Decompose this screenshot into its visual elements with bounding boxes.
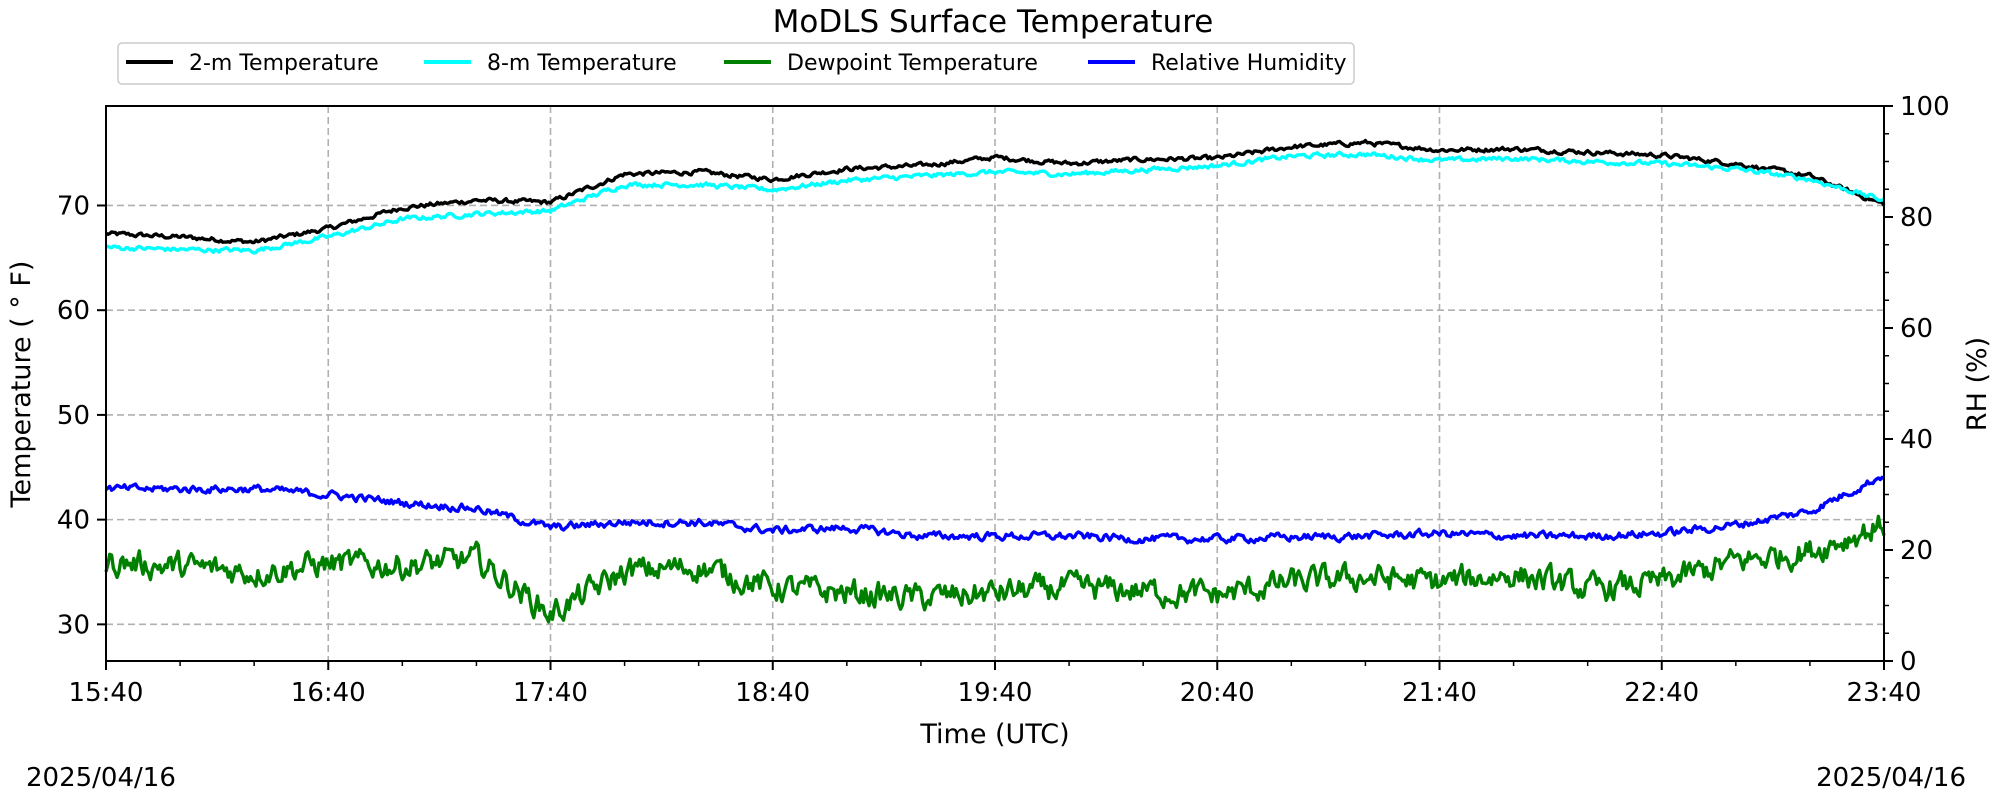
x-tick-label: 21:40 xyxy=(1402,678,1477,708)
legend-label: 8-m Temperature xyxy=(487,51,677,76)
chart-title: MoDLS Surface Temperature xyxy=(773,4,1214,40)
y-axis-left: 30 40 50 60 70 xyxy=(57,191,106,640)
series-line-1 xyxy=(105,150,1885,255)
series-line-3 xyxy=(104,475,1885,545)
grid xyxy=(106,106,1884,661)
x-tick-label: 22:40 xyxy=(1624,678,1699,708)
y-right-tick-label: 40 xyxy=(1900,425,1933,455)
date-left: 2025/04/16 xyxy=(26,763,176,793)
legend: 2-m Temperature 8-m Temperature Dewpoint T… xyxy=(117,42,1355,85)
y-right-tick-label: 0 xyxy=(1900,647,1917,677)
y-axis-label: Temperature ( ° F) xyxy=(6,261,37,509)
y-tick-label: 30 xyxy=(57,610,90,640)
legend-label: 2-m Temperature xyxy=(189,51,379,76)
x-tick-label: 17:40 xyxy=(513,678,588,708)
x-tick-label: 15:40 xyxy=(69,678,144,708)
y-axis-right-label: RH (%) xyxy=(1962,337,1993,431)
y-right-tick-label: 60 xyxy=(1900,314,1933,344)
x-axis: 15:40 16:40 17:40 18:40 19:40 20:40 21:40 22:40… xyxy=(69,661,1922,708)
series-layer xyxy=(104,138,1886,624)
x-axis-label: Time (UTC) xyxy=(919,719,1069,750)
x-tick-label: 16:40 xyxy=(291,678,366,708)
series-line-2 xyxy=(104,514,1886,624)
y-axis-right: 0 20 40 60 80 100 xyxy=(1884,92,1950,677)
y-tick-label: 70 xyxy=(57,191,90,221)
x-tick-label: 19:40 xyxy=(958,678,1033,708)
legend-label: Relative Humidity xyxy=(1151,51,1346,76)
y-right-tick-label: 20 xyxy=(1900,536,1933,566)
y-tick-label: 40 xyxy=(57,506,90,536)
x-tick-label: 20:40 xyxy=(1180,678,1255,708)
x-tick-label: 18:40 xyxy=(735,678,810,708)
y-right-tick-label: 100 xyxy=(1900,92,1950,122)
y-tick-label: 50 xyxy=(57,401,90,431)
y-tick-label: 60 xyxy=(57,296,90,326)
series-line-0 xyxy=(105,138,1886,245)
y-right-tick-label: 80 xyxy=(1900,203,1933,233)
date-right: 2025/04/16 xyxy=(1816,763,1966,793)
x-tick-label: 23:40 xyxy=(1847,678,1922,708)
legend-label: Dewpoint Temperature xyxy=(787,51,1038,76)
